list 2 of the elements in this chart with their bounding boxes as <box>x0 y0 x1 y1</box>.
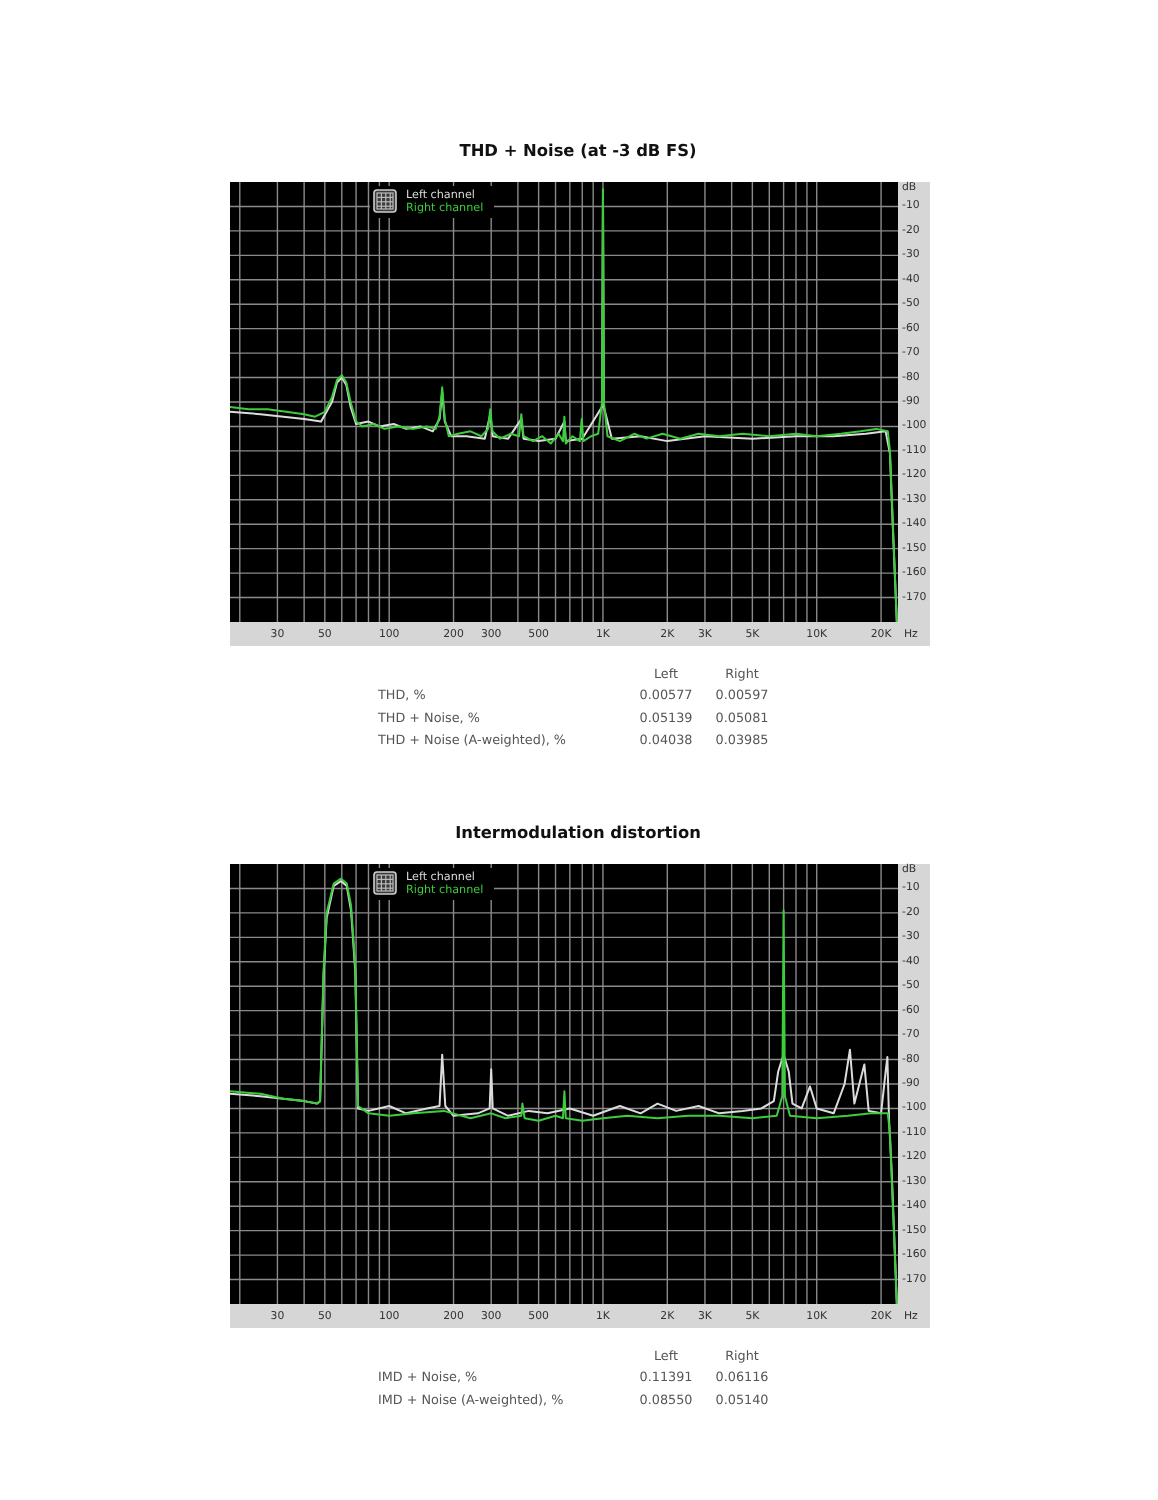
chart-title: THD + Noise (at -3 dB FS) <box>459 140 698 160</box>
chart-title: Intermodulation distortion <box>455 822 702 842</box>
